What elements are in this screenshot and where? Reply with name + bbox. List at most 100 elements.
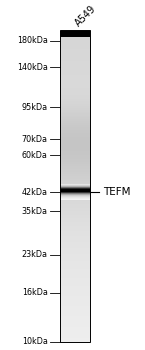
Bar: [60, 170, 90, 171]
Bar: [60, 178, 90, 179]
Bar: [60, 172, 90, 173]
Bar: [60, 192, 90, 193]
Bar: [60, 38, 90, 39]
Bar: [60, 319, 90, 320]
Bar: [60, 255, 90, 256]
Bar: [60, 224, 90, 225]
Bar: [60, 215, 90, 216]
Bar: [60, 272, 90, 273]
Bar: [60, 99, 90, 100]
Bar: [60, 271, 90, 272]
Bar: [60, 105, 90, 106]
Bar: [60, 268, 90, 269]
Bar: [60, 106, 90, 107]
Bar: [60, 334, 90, 335]
Bar: [60, 273, 90, 274]
Bar: [60, 76, 90, 77]
Bar: [60, 225, 90, 226]
Bar: [60, 249, 90, 250]
Bar: [60, 311, 90, 312]
Bar: [60, 328, 90, 329]
Bar: [60, 45, 90, 46]
Bar: [60, 54, 90, 55]
Bar: [60, 31, 90, 37]
Bar: [60, 79, 90, 80]
Bar: [60, 298, 90, 299]
Bar: [60, 266, 90, 267]
Bar: [60, 135, 90, 136]
Bar: [60, 118, 90, 119]
Bar: [60, 134, 90, 135]
Bar: [60, 199, 90, 200]
Bar: [60, 238, 90, 239]
Bar: [60, 84, 90, 85]
Bar: [60, 102, 90, 103]
Bar: [60, 339, 90, 340]
Bar: [60, 51, 90, 52]
Bar: [60, 295, 90, 296]
Bar: [60, 190, 90, 191]
Bar: [60, 174, 90, 175]
Bar: [60, 243, 90, 244]
Bar: [60, 229, 90, 230]
Bar: [60, 245, 90, 246]
Bar: [60, 257, 90, 258]
Bar: [60, 169, 90, 170]
Bar: [60, 295, 90, 296]
Bar: [60, 160, 90, 161]
Bar: [60, 117, 90, 118]
Bar: [60, 204, 90, 205]
Bar: [60, 142, 90, 143]
Bar: [60, 248, 90, 249]
Bar: [60, 200, 90, 201]
Bar: [60, 244, 90, 245]
Bar: [60, 48, 90, 49]
Bar: [60, 259, 90, 260]
Bar: [60, 94, 90, 96]
Bar: [60, 211, 90, 212]
Bar: [60, 335, 90, 336]
Bar: [60, 324, 90, 325]
Bar: [60, 100, 90, 101]
Bar: [60, 98, 90, 99]
Bar: [60, 108, 90, 110]
Bar: [60, 206, 90, 207]
Bar: [60, 161, 90, 162]
Bar: [60, 197, 90, 198]
Bar: [60, 75, 90, 76]
Bar: [60, 43, 90, 44]
Bar: [60, 159, 90, 160]
Bar: [60, 294, 90, 295]
Bar: [60, 72, 90, 73]
Bar: [60, 322, 90, 323]
Bar: [60, 195, 90, 196]
Bar: [60, 149, 90, 150]
Bar: [60, 121, 90, 122]
Bar: [60, 191, 90, 192]
Bar: [60, 127, 90, 128]
Bar: [60, 327, 90, 328]
Bar: [60, 296, 90, 297]
Bar: [60, 231, 90, 232]
Bar: [60, 98, 90, 99]
Bar: [60, 152, 90, 153]
Bar: [60, 270, 90, 271]
Bar: [60, 74, 90, 75]
Text: 140kDa: 140kDa: [17, 63, 48, 72]
Bar: [60, 113, 90, 114]
Bar: [60, 219, 90, 220]
Bar: [60, 78, 90, 79]
Bar: [60, 185, 90, 186]
Bar: [60, 267, 90, 268]
Bar: [60, 122, 90, 124]
Bar: [60, 338, 90, 339]
Bar: [60, 138, 90, 139]
Bar: [60, 337, 90, 338]
Bar: [60, 73, 90, 74]
Bar: [60, 254, 90, 255]
Bar: [60, 105, 90, 106]
Bar: [60, 310, 90, 311]
Bar: [60, 163, 90, 164]
Bar: [60, 332, 90, 333]
Bar: [60, 306, 90, 307]
